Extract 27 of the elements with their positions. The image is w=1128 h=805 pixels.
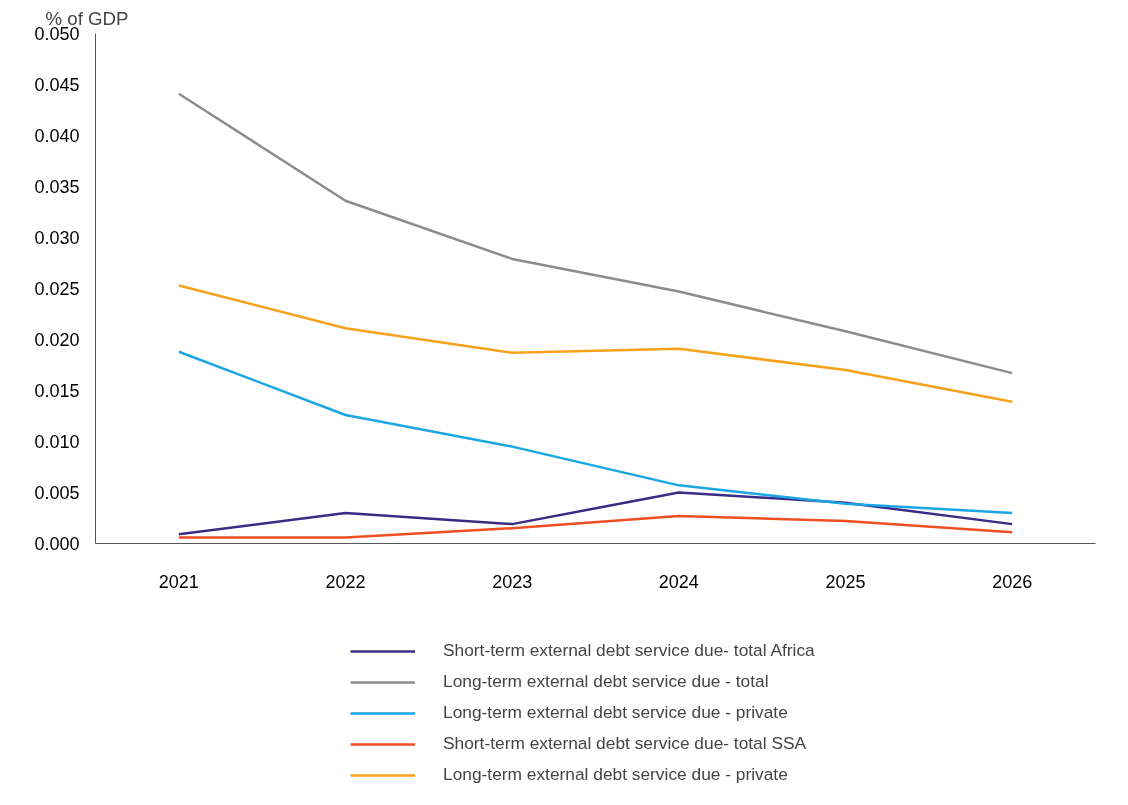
line-series (177, 284, 1014, 403)
line-series (177, 491, 1014, 536)
legend-label: Short-term external debt service due- total SSA (443, 733, 807, 754)
x-tick-label: 2024 (658, 571, 699, 592)
line-series (177, 92, 1014, 375)
x-tick-label: 2022 (325, 571, 366, 592)
legend-label: Long-term external debt service due - private (443, 764, 788, 785)
y-tick-label: 0.025 (34, 279, 80, 299)
line-series (177, 350, 1014, 515)
y-tick-label: 0.000 (34, 534, 80, 554)
y-tick-label: 0.040 (34, 126, 80, 146)
x-tick-label: 2023 (492, 571, 533, 592)
x-tick-label: 2021 (158, 571, 199, 592)
y-tick-label: 0.035 (34, 177, 80, 197)
legend-label: Long-term external debt service due - private (443, 702, 788, 723)
y-tick-label: 0.030 (34, 228, 80, 248)
y-tick-label: 0.005 (34, 483, 80, 503)
y-tick-label: 0.010 (34, 432, 80, 452)
x-tick-label: 2026 (992, 571, 1033, 592)
y-tick-label: 0.020 (34, 330, 80, 350)
legend-label: Short-term external debt service due- total Africa (443, 640, 815, 661)
x-tick-label: 2025 (825, 571, 866, 592)
legend-label: Long-term external debt service due - total (443, 671, 769, 692)
y-tick-label: 0.050 (34, 24, 80, 44)
y-tick-label: 0.045 (34, 75, 80, 95)
line-series (177, 514, 1014, 539)
y-tick-label: 0.015 (34, 381, 80, 401)
